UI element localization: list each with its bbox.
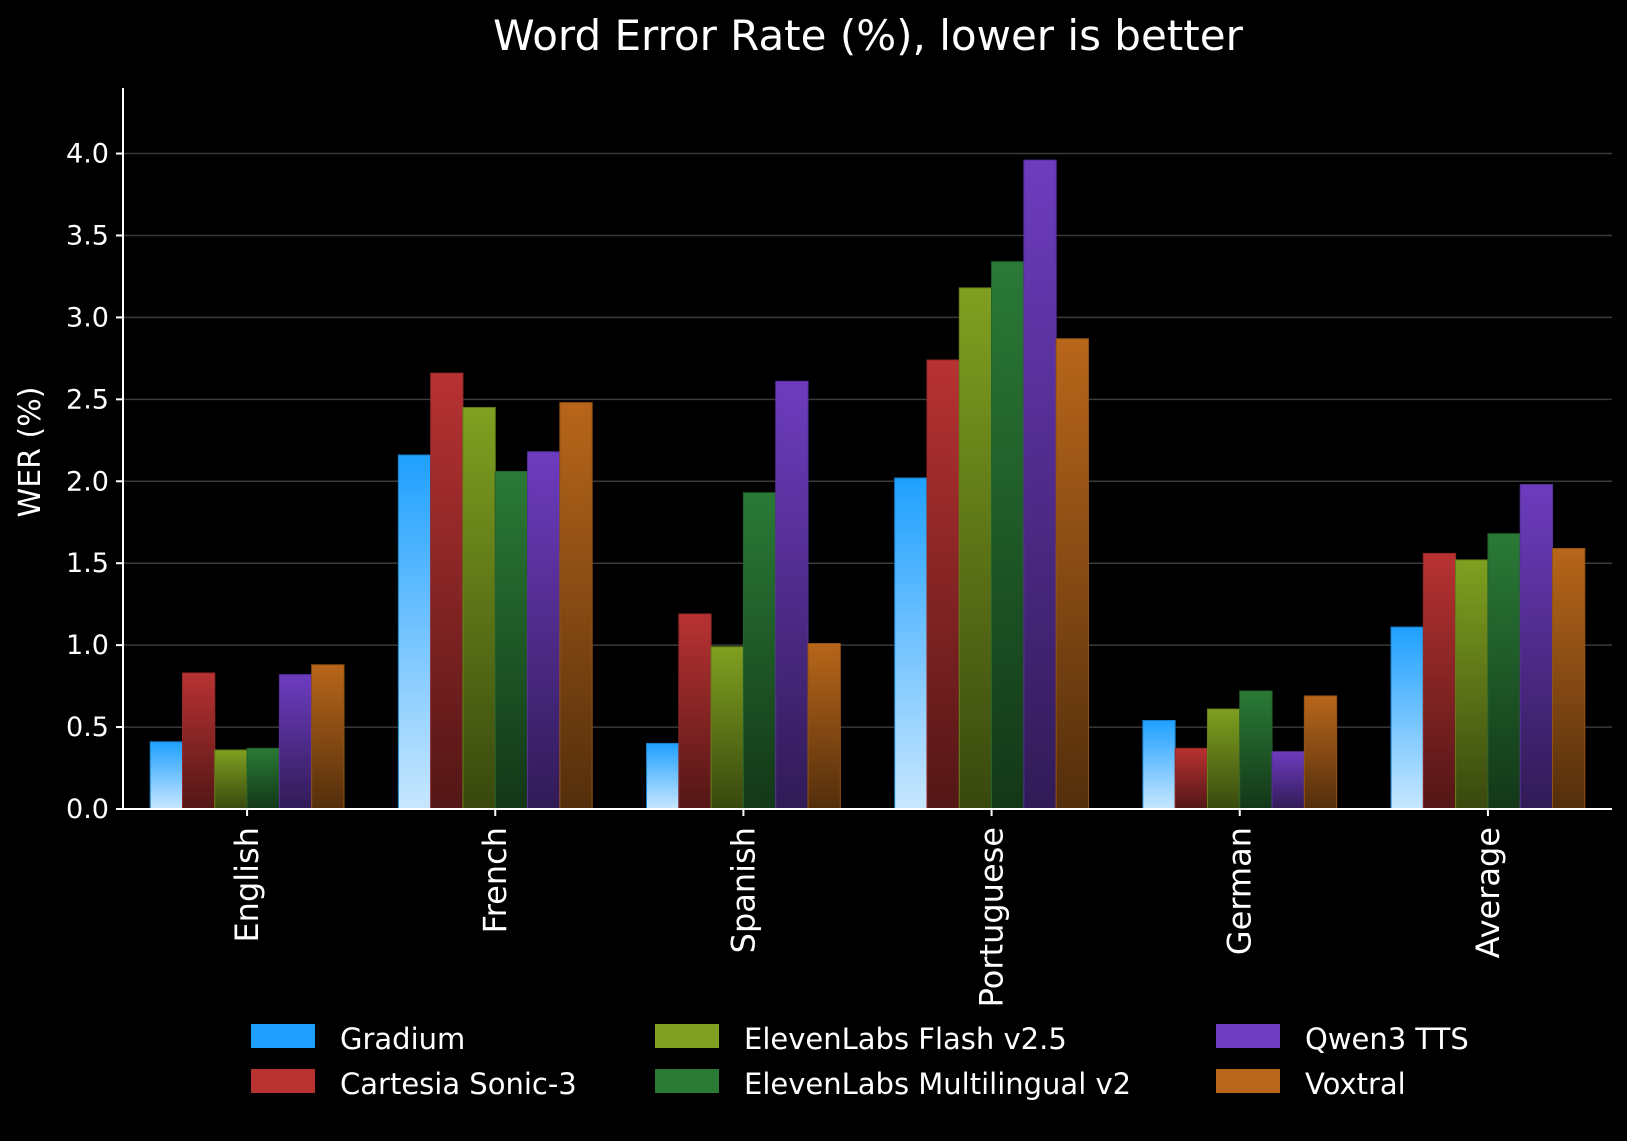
y-tick-label: 1.0: [66, 630, 109, 661]
y-tick-label: 0.0: [66, 794, 109, 825]
bar-elevenlabs-multilingual-v2-portuguese: [991, 261, 1025, 810]
legend-label: ElevenLabs Flash v2.5: [744, 1022, 1067, 1056]
bar-voxtral-french: [559, 402, 593, 810]
bar-qwen3-tts-spanish: [775, 380, 809, 810]
bar-voxtral-average: [1552, 547, 1586, 810]
bar-qwen3-tts-french: [527, 451, 561, 810]
bar-elevenlabs-flash-v2-5-average: [1455, 559, 1489, 810]
bar-qwen3-tts-english: [278, 674, 313, 810]
category-labels: English French Spanish Portuguese German Aver…: [228, 827, 1507, 1007]
chart-title: Word Error Rate (%), lower is better: [493, 11, 1243, 60]
bar-cartesia-sonic-3-english: [181, 672, 216, 810]
category-label-spanish: Spanish: [724, 827, 762, 953]
legend-swatch: [251, 1024, 315, 1048]
legend-item-gradium: Gradium: [251, 1022, 465, 1056]
bar-cartesia-sonic-3-french: [430, 372, 464, 810]
grid-lines: [123, 152, 1612, 728]
category-label-german: German: [1221, 827, 1259, 955]
bar-elevenlabs-flash-v2-5-english: [214, 749, 248, 810]
legend-label: Cartesia Sonic-3: [340, 1067, 577, 1101]
bar-voxtral-spanish: [807, 643, 841, 810]
bar-elevenlabs-multilingual-v2-german: [1239, 690, 1273, 810]
y-tick-label: 3.5: [66, 220, 109, 251]
y-tick-label: 3.0: [66, 302, 109, 333]
bar-gradium-german: [1142, 720, 1176, 810]
bar-cartesia-sonic-3-spanish: [678, 613, 712, 810]
bar-voxtral-english: [311, 664, 345, 810]
bar-elevenlabs-multilingual-v2-french: [494, 470, 529, 810]
legend-swatch: [655, 1024, 719, 1048]
legend-item-elevenlabs-flash-v2-5: ElevenLabs Flash v2.5: [655, 1022, 1067, 1056]
legend-swatch: [1216, 1024, 1280, 1048]
legend-label: ElevenLabs Multilingual v2: [744, 1067, 1131, 1101]
bar-cartesia-sonic-3-average: [1422, 552, 1457, 810]
bar-qwen3-tts-german: [1271, 751, 1305, 810]
legend-label: Voxtral: [1305, 1067, 1406, 1101]
bar-gradium-spanish: [646, 742, 680, 810]
category-label-english: English: [228, 827, 266, 943]
legend-label: Qwen3 TTS: [1305, 1022, 1469, 1056]
bar-elevenlabs-multilingual-v2-average: [1487, 533, 1521, 810]
category-label-french: French: [476, 827, 514, 933]
y-tick-label: 0.5: [66, 712, 109, 743]
legend-item-elevenlabs-multilingual-v2: ElevenLabs Multilingual v2: [655, 1067, 1131, 1101]
legend-label: Gradium: [340, 1022, 465, 1056]
bar-voxtral-portuguese: [1055, 338, 1089, 810]
y-tick-label: 4.0: [66, 139, 109, 170]
bar-elevenlabs-flash-v2-5-german: [1206, 708, 1241, 810]
legend-swatch: [655, 1069, 719, 1093]
bar-elevenlabs-flash-v2-5-spanish: [710, 646, 744, 810]
y-tick-label: 2.5: [66, 384, 109, 415]
bar-elevenlabs-flash-v2-5-portuguese: [958, 287, 993, 810]
bar-elevenlabs-multilingual-v2-spanish: [742, 492, 777, 810]
legend-swatch: [1216, 1069, 1280, 1093]
legend: Gradium Cartesia Sonic-3 ElevenLabs Flash …: [251, 1022, 1469, 1101]
y-tick-label: 2.0: [66, 466, 109, 497]
bar-qwen3-tts-average: [1519, 484, 1554, 810]
bar-cartesia-sonic-3-german: [1174, 747, 1208, 810]
y-axis-label: WER (%): [13, 387, 48, 518]
bar-elevenlabs-multilingual-v2-english: [246, 747, 280, 810]
y-tick-labels: 0.0 0.5 1.0 1.5 2.0 2.5 3.0 3.5 4.0: [66, 139, 109, 825]
bar-gradium-french: [397, 454, 432, 810]
bar-gradium-portuguese: [894, 477, 928, 810]
legend-item-qwen3-tts: Qwen3 TTS: [1216, 1022, 1469, 1056]
legend-item-voxtral: Voxtral: [1216, 1067, 1406, 1101]
category-label-average: Average: [1469, 827, 1507, 958]
legend-swatch: [251, 1069, 315, 1093]
category-label-portuguese: Portuguese: [973, 827, 1011, 1007]
bar-qwen3-tts-portuguese: [1023, 159, 1057, 810]
axes: [116, 88, 1612, 816]
bar-voxtral-german: [1303, 695, 1338, 810]
bar-elevenlabs-flash-v2-5-french: [462, 407, 496, 810]
legend-item-cartesia-sonic-3: Cartesia Sonic-3: [251, 1067, 577, 1101]
y-tick-label: 1.5: [66, 548, 109, 579]
bar-cartesia-sonic-3-portuguese: [926, 359, 960, 810]
bar-gradium-english: [149, 741, 183, 810]
bar-gradium-average: [1390, 626, 1424, 810]
